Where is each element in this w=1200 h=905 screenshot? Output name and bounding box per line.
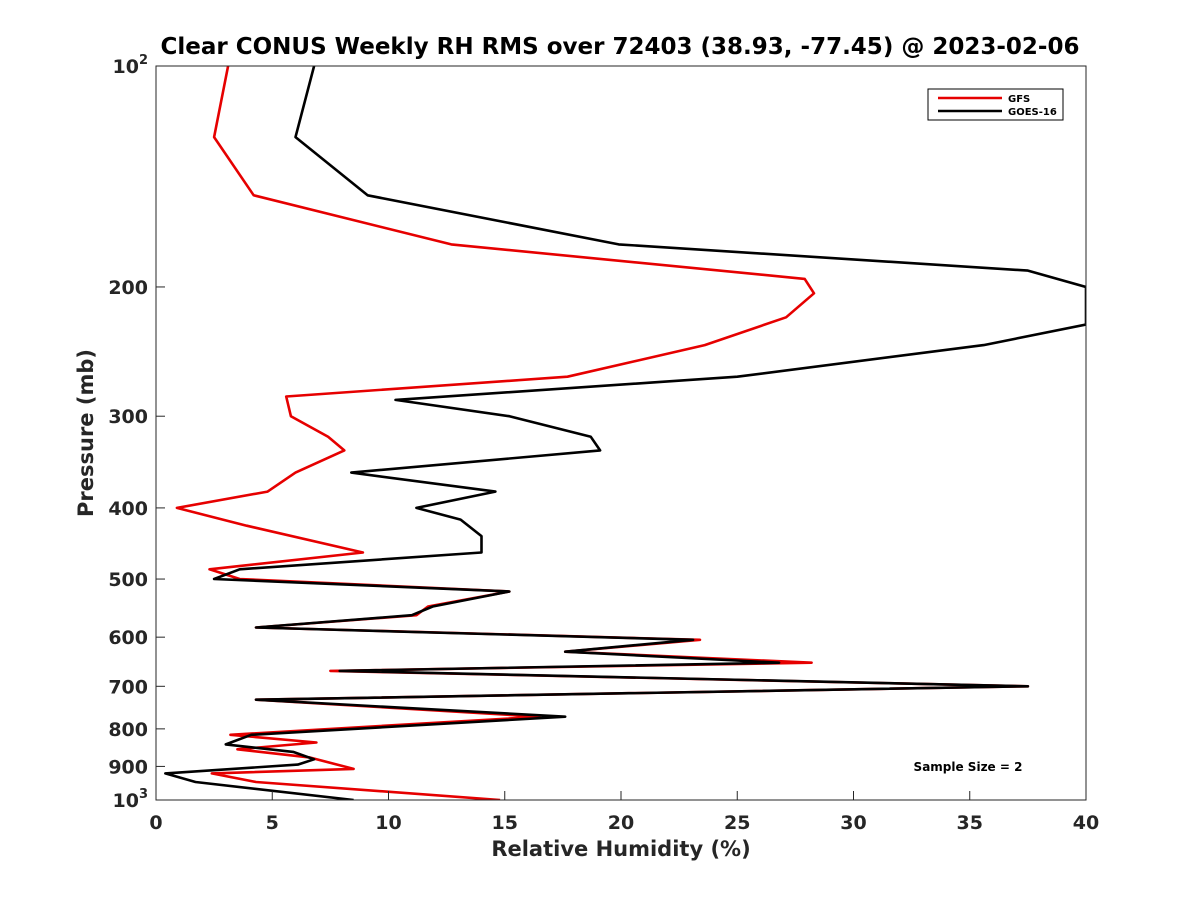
x-tick-label: 15: [492, 812, 518, 834]
sample-size-annotation: Sample Size = 2: [914, 760, 1023, 774]
y-tick-label: 800: [108, 719, 148, 741]
y-tick-label: 200: [108, 277, 148, 299]
plot-area-frame: [155, 65, 1087, 801]
y-tick-label: 500: [108, 569, 148, 591]
x-axis: 0 5 10 15 20 25 30 35 40: [149, 791, 1099, 834]
y-tick-label: 700: [108, 676, 148, 698]
x-tick-label: 30: [840, 812, 866, 834]
y-axis: 102 200 300 400 500 600 700 800 900 103: [108, 53, 165, 812]
legend: GFS GOES-16: [927, 88, 1064, 121]
chart-title: Clear CONUS Weekly RH RMS over 72403 (38…: [161, 34, 1080, 60]
legend-box: [927, 88, 1064, 121]
y-axis-label: Pressure (mb): [74, 349, 98, 517]
legend-label: GFS: [1008, 94, 1030, 105]
x-tick-label: 10: [375, 812, 401, 834]
legend-label: GOES-16: [1008, 107, 1057, 118]
x-axis-label: Relative Humidity (%): [491, 837, 750, 861]
y-tick-label: 300: [108, 406, 148, 428]
series-line-gfs: [175, 66, 1030, 800]
x-tick-label: 35: [957, 812, 983, 834]
x-tick-label: 20: [608, 812, 634, 834]
y-tick-label: 102: [113, 53, 149, 78]
data-layer: [164, 66, 1086, 800]
x-tick-label: 25: [724, 812, 750, 834]
x-tick-label: 0: [149, 812, 162, 834]
y-tick-label: 600: [108, 627, 148, 649]
y-tick-label: 400: [108, 498, 148, 520]
x-tick-label: 40: [1073, 812, 1099, 834]
x-tick-label: 5: [266, 812, 279, 834]
series-line-goes-16: [164, 66, 1086, 800]
y-tick-label: 103: [113, 787, 149, 812]
y-tick-label: 900: [108, 756, 148, 778]
